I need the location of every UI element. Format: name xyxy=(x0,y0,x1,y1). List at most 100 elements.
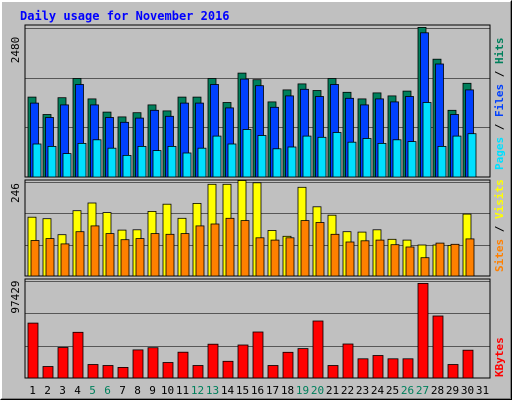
bar-kbytes-day-4 xyxy=(72,331,84,379)
panel-kbytes xyxy=(24,278,491,379)
bar-kbytes-day-29 xyxy=(447,364,459,379)
bar-sites-day-22 xyxy=(345,241,355,277)
x-tick-label: 15 xyxy=(236,384,249,397)
bar-sites-day-1 xyxy=(30,240,40,277)
panel-middle-ymax-label: 246 xyxy=(9,183,22,203)
bar-kbytes-day-30 xyxy=(462,349,474,379)
bar-pages-day-27 xyxy=(422,102,432,178)
bar-kbytes-day-26 xyxy=(402,358,414,379)
x-tick-label: 8 xyxy=(134,384,141,397)
bar-sites-day-20 xyxy=(315,222,325,277)
bar-kbytes-day-27 xyxy=(417,282,429,379)
bar-pages-day-28 xyxy=(437,145,447,178)
bar-sites-day-23 xyxy=(360,240,370,277)
legend-part: KBytes xyxy=(493,337,506,377)
x-tick-label: 10 xyxy=(161,384,174,397)
bar-pages-day-15 xyxy=(242,129,252,178)
x-tick-label: 29 xyxy=(446,384,459,397)
bar-pages-day-8 xyxy=(137,145,147,178)
x-tick-label: 3 xyxy=(59,384,66,397)
legend-part: / xyxy=(493,64,506,84)
x-tick-label: 17 xyxy=(266,384,279,397)
bar-pages-day-17 xyxy=(272,148,282,178)
bar-sites-day-8 xyxy=(135,238,145,277)
bar-pages-day-22 xyxy=(347,141,357,178)
bar-kbytes-day-6 xyxy=(102,365,114,379)
x-tick-label: 7 xyxy=(119,384,126,397)
bar-sites-day-16 xyxy=(255,237,265,277)
legend-part: Visits xyxy=(493,179,506,219)
x-axis-day-labels: 1 2 3 4 5 6 7 8 9 10 11 12 13 14 15 16 17 18 19 20 21 22 23 24 2… xyxy=(29,384,489,397)
x-tick-label: 12 xyxy=(191,384,204,397)
bar-sites-day-6 xyxy=(105,233,115,277)
x-tick-label: 27 xyxy=(416,384,429,397)
bar-kbytes-day-19 xyxy=(297,348,309,379)
chart-title: Daily usage for November 2016 xyxy=(20,9,230,23)
bar-pages-day-11 xyxy=(182,152,192,178)
x-tick-label: 9 xyxy=(149,384,156,397)
bar-pages-day-14 xyxy=(227,143,237,178)
x-tick-label: 5 xyxy=(89,384,96,397)
bar-sites-day-18 xyxy=(285,237,295,277)
bar-kbytes-day-25 xyxy=(387,358,399,379)
bar-sites-day-27 xyxy=(420,257,430,277)
bar-sites-day-4 xyxy=(75,231,85,277)
bar-kbytes-day-28 xyxy=(432,315,444,379)
bar-kbytes-day-8 xyxy=(132,349,144,379)
bar-kbytes-day-23 xyxy=(357,358,369,379)
bar-sites-day-28 xyxy=(435,242,445,277)
x-tick-label: 21 xyxy=(326,384,339,397)
panel-hits-files-pages xyxy=(24,24,491,178)
x-tick-label: 28 xyxy=(431,384,444,397)
x-tick-label: 20 xyxy=(311,384,324,397)
x-tick-label: 22 xyxy=(341,384,354,397)
bar-pages-day-12 xyxy=(197,147,207,178)
bar-pages-day-3 xyxy=(62,153,72,178)
bar-pages-day-4 xyxy=(77,142,87,178)
bar-sites-day-5 xyxy=(90,225,100,277)
bar-kbytes-day-3 xyxy=(57,347,69,379)
bar-kbytes-day-5 xyxy=(87,364,99,379)
bevel-light-inner xyxy=(1,1,511,399)
bar-sites-day-21 xyxy=(330,233,340,277)
x-tick-label: 6 xyxy=(104,384,111,397)
x-tick-label: 13 xyxy=(206,384,219,397)
bar-kbytes-day-13 xyxy=(207,343,219,379)
bar-pages-day-24 xyxy=(377,142,387,178)
bar-sites-day-3 xyxy=(60,243,70,277)
x-tick-label: 25 xyxy=(386,384,399,397)
legend-part: Files xyxy=(493,84,506,117)
bar-sites-day-12 xyxy=(195,225,205,277)
legend-part: / xyxy=(493,117,506,137)
bar-pages-day-6 xyxy=(107,147,117,178)
bar-pages-day-16 xyxy=(257,135,267,178)
bar-kbytes-day-7 xyxy=(117,366,129,379)
bar-pages-day-7 xyxy=(122,154,132,178)
bar-sites-day-17 xyxy=(270,239,280,277)
bar-kbytes-day-14 xyxy=(222,360,234,379)
x-tick-label: 11 xyxy=(176,384,189,397)
bar-kbytes-day-11 xyxy=(177,351,189,379)
bar-kbytes-day-1 xyxy=(27,322,39,379)
legend-part: Sites xyxy=(493,239,506,272)
bar-pages-day-26 xyxy=(407,141,417,178)
bevel-dark-inner xyxy=(1,1,511,399)
bar-pages-day-21 xyxy=(332,132,342,178)
x-tick-label: 30 xyxy=(461,384,474,397)
x-tick-label: 2 xyxy=(44,384,51,397)
panel-top-ymax-label: 2480 xyxy=(9,37,22,64)
legend-part: / xyxy=(493,219,506,239)
bar-sites-day-13 xyxy=(210,223,220,277)
bar-pages-day-1 xyxy=(32,143,42,178)
legend-kbytes: KBytes xyxy=(493,337,506,377)
bar-pages-day-9 xyxy=(152,150,162,178)
bar-sites-day-2 xyxy=(45,238,55,277)
bar-sites-day-9 xyxy=(150,233,160,277)
bar-sites-day-14 xyxy=(225,217,235,277)
panel-visits-sites xyxy=(24,179,491,277)
bar-sites-day-11 xyxy=(180,233,190,277)
bar-kbytes-day-17 xyxy=(267,365,279,379)
